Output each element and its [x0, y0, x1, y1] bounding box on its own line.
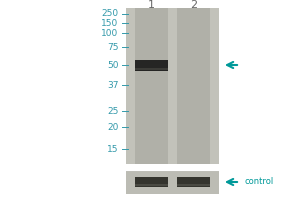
Text: 150: 150 — [101, 19, 118, 27]
Bar — [126, 8, 219, 164]
Bar — [126, 171, 219, 194]
Text: 1: 1 — [148, 0, 155, 10]
Text: 15: 15 — [107, 144, 118, 154]
Bar — [177, 177, 210, 187]
Text: 75: 75 — [107, 43, 118, 51]
Bar — [135, 177, 168, 187]
Bar — [135, 184, 168, 186]
Text: 20: 20 — [107, 122, 118, 132]
Text: 100: 100 — [101, 28, 118, 38]
Text: 37: 37 — [107, 80, 118, 90]
Text: 25: 25 — [107, 107, 118, 116]
Bar — [135, 68, 168, 70]
Text: 250: 250 — [101, 9, 118, 19]
Text: control: control — [244, 178, 274, 186]
Text: 50: 50 — [107, 60, 118, 70]
Bar — [135, 60, 168, 71]
Bar — [177, 8, 210, 164]
Bar — [135, 8, 168, 164]
Text: 2: 2 — [190, 0, 197, 10]
Bar — [177, 184, 210, 186]
